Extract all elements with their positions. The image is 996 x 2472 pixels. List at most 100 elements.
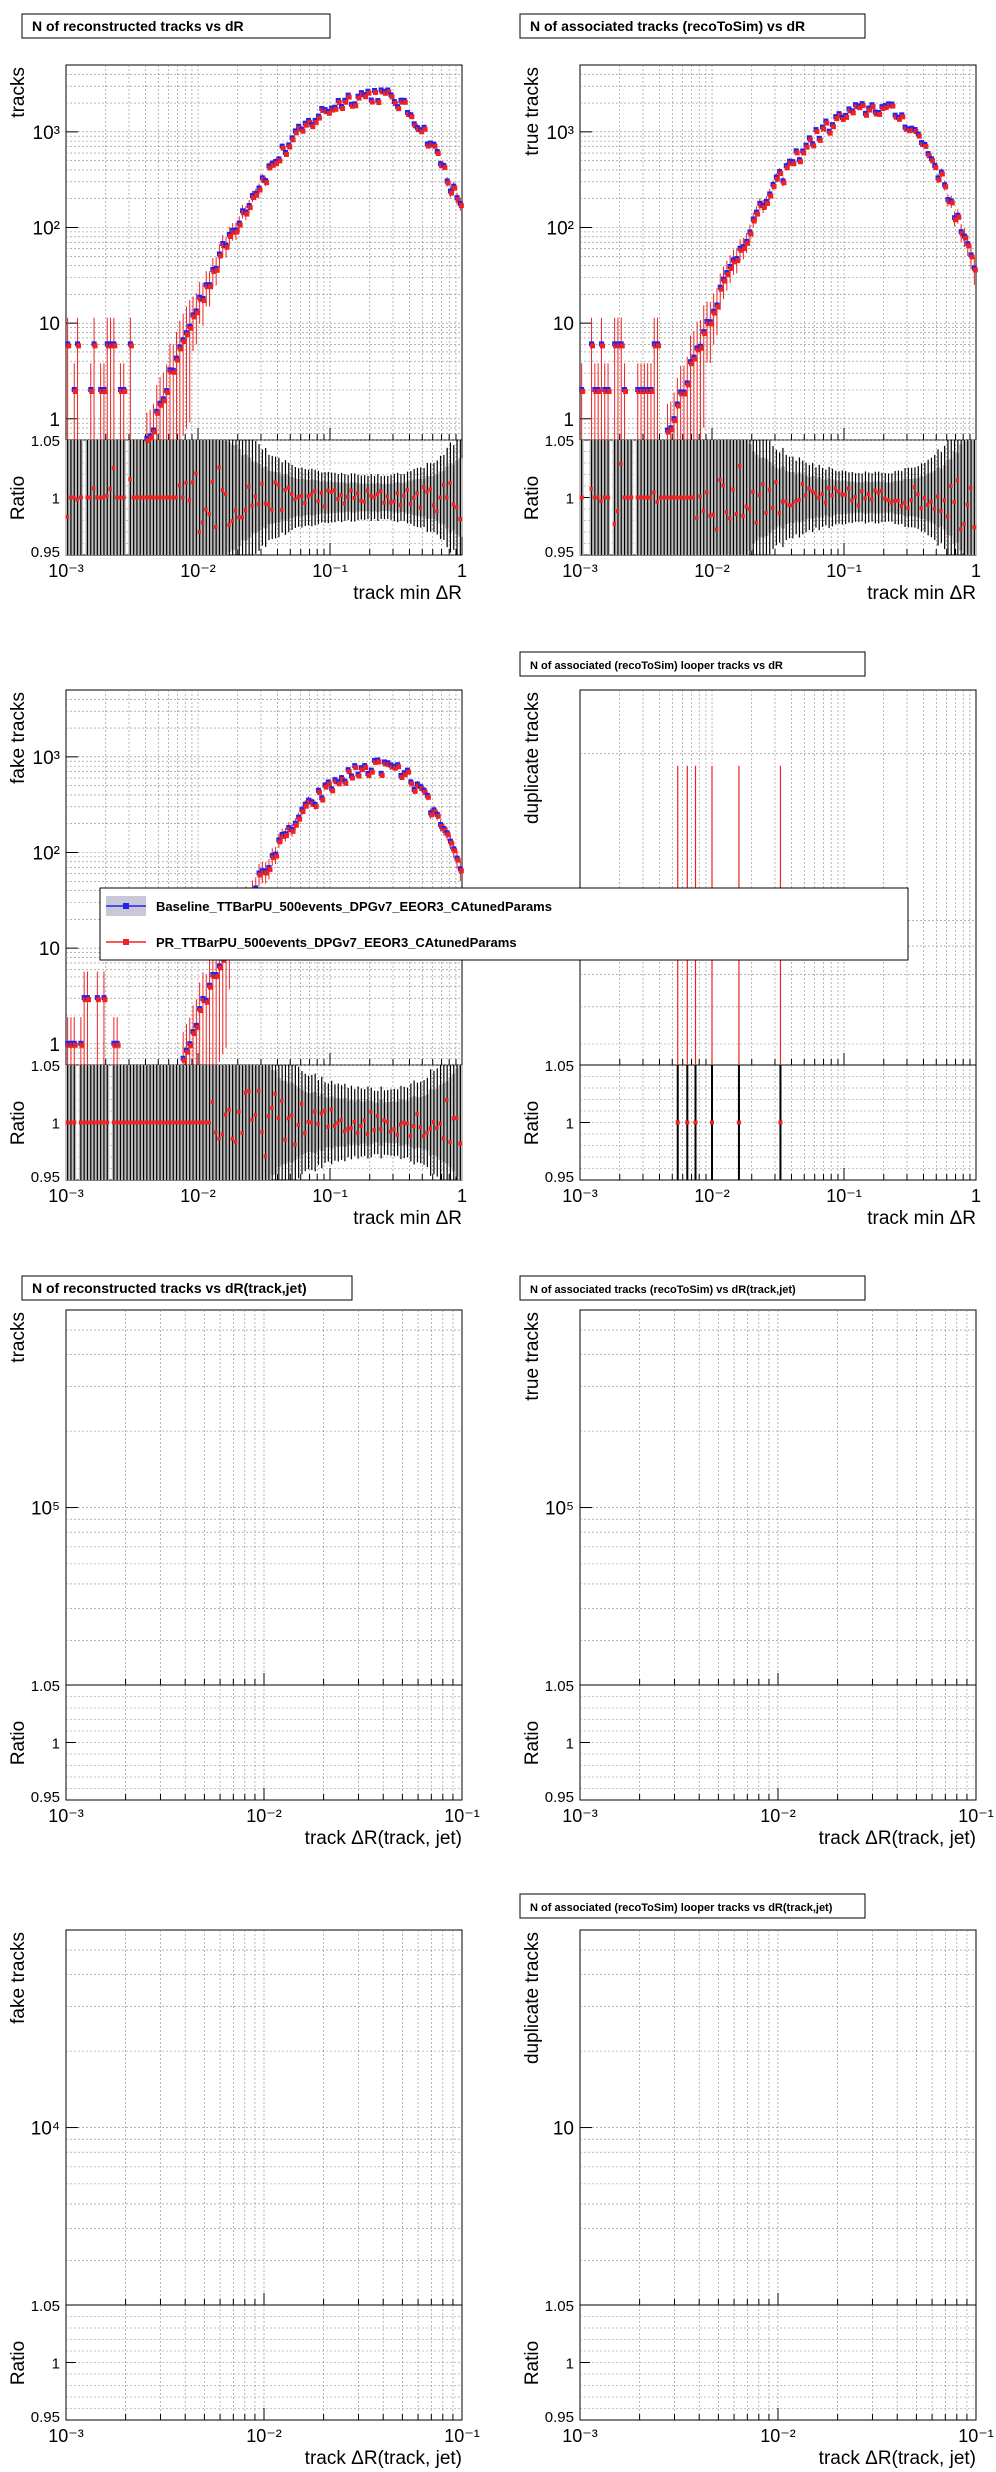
legend-marker	[123, 939, 129, 945]
ratio-point	[929, 499, 934, 504]
ratio-point	[375, 492, 380, 497]
chart-panel-1: N of associated tracks (recoToSim) vs dR…	[519, 13, 981, 604]
pr-point	[373, 90, 379, 96]
pr-point	[774, 176, 780, 182]
pr-point	[926, 153, 932, 159]
pr-point	[283, 151, 289, 157]
ratio-tick-label: 1.05	[545, 1058, 574, 1075]
ratio-point	[658, 495, 663, 500]
ratio-point	[955, 478, 960, 483]
ratio-axis-label: Ratio	[522, 2341, 543, 2385]
pr-point	[692, 356, 698, 362]
ratio-point	[451, 502, 456, 507]
ratio-point	[612, 522, 617, 527]
pr-point	[778, 171, 784, 177]
ratio-point	[263, 501, 268, 506]
pr-point	[274, 853, 280, 859]
ratio-point	[161, 1120, 166, 1125]
pr-point	[966, 243, 972, 249]
ratio-point	[876, 490, 881, 495]
pr-point	[155, 410, 161, 416]
ratio-point	[306, 1119, 311, 1124]
pr-point	[735, 258, 741, 264]
chart-title: N of associated tracks (recoToSim) vs dR…	[530, 1284, 796, 1296]
ratio-point	[655, 499, 660, 504]
ratio-point	[936, 494, 941, 499]
ratio-point	[171, 495, 176, 500]
x-tick-label: 10⁻³	[562, 1186, 598, 1206]
ratio-tick-label: 0.95	[545, 1789, 574, 1806]
ratio-axis-label: Ratio	[8, 476, 29, 520]
ratio-point	[691, 495, 696, 500]
pr-point	[376, 100, 382, 106]
data-layer	[65, 757, 464, 1180]
ratio-point	[247, 484, 252, 489]
ratio-point	[290, 491, 295, 496]
pr-point	[310, 124, 316, 130]
ratio-point	[771, 506, 776, 511]
pr-point	[300, 809, 306, 815]
pr-point	[435, 813, 441, 819]
pr-point	[435, 151, 441, 157]
ratio-point	[800, 482, 805, 487]
ratio-point	[131, 1120, 136, 1125]
pr-point	[379, 772, 385, 778]
ratio-point	[365, 1132, 370, 1137]
pr-point	[85, 997, 91, 1003]
ratio-point	[144, 1120, 149, 1125]
ratio-point	[323, 504, 328, 509]
pr-point	[406, 769, 412, 775]
ratio-point	[681, 495, 686, 500]
pr-point	[313, 119, 319, 125]
pr-point	[366, 90, 372, 96]
pr-point	[863, 112, 869, 118]
pr-point	[840, 116, 846, 122]
pr-point	[396, 764, 402, 770]
pr-point	[962, 235, 968, 241]
ratio-point	[260, 1130, 265, 1135]
ratio-point	[283, 487, 288, 492]
y-tick-label: 10	[553, 314, 574, 335]
ratio-point	[220, 1132, 225, 1137]
ratio-point	[177, 483, 182, 488]
ratio-point	[111, 1120, 116, 1125]
ratio-point	[98, 495, 103, 500]
pr-point	[194, 310, 200, 316]
ratio-point	[734, 512, 739, 517]
ratio-point	[668, 495, 673, 500]
ratio-point	[349, 1126, 354, 1131]
pr-point	[191, 314, 197, 320]
x-tick-label: 10⁻³	[562, 2426, 598, 2446]
y-tick-label: 10	[39, 314, 60, 335]
ratio-point	[164, 495, 169, 500]
main-pad-frame	[579, 64, 977, 441]
pr-point	[890, 103, 896, 109]
ratio-point	[408, 1133, 413, 1138]
ratio-point	[972, 525, 977, 530]
ratio-point	[899, 503, 904, 508]
ratio-point	[873, 488, 878, 493]
pr-point	[455, 857, 461, 863]
ratio-point	[718, 477, 723, 482]
ratio-point	[807, 486, 812, 491]
x-tick-label: 10⁻¹	[958, 1806, 994, 1826]
x-tick-label: 10⁻³	[48, 1186, 84, 1206]
y-axis-label: duplicate tracks	[522, 1932, 543, 2064]
pr-point	[656, 343, 662, 349]
pr-point	[689, 361, 695, 367]
y-tick-label: 10⁵	[31, 1499, 60, 1520]
ratio-point	[299, 493, 304, 498]
ratio-point	[435, 509, 440, 514]
pr-point	[906, 128, 912, 134]
ratio-point	[912, 485, 917, 490]
ratio-point	[385, 1120, 390, 1125]
ratio-point	[392, 499, 397, 504]
ratio-point	[375, 1114, 380, 1119]
ratio-point	[250, 1117, 255, 1122]
pr-point	[442, 165, 448, 171]
ratio-point	[833, 486, 838, 491]
ratio-point	[711, 512, 716, 517]
ratio-point	[843, 492, 848, 497]
ratio-point	[85, 495, 90, 500]
